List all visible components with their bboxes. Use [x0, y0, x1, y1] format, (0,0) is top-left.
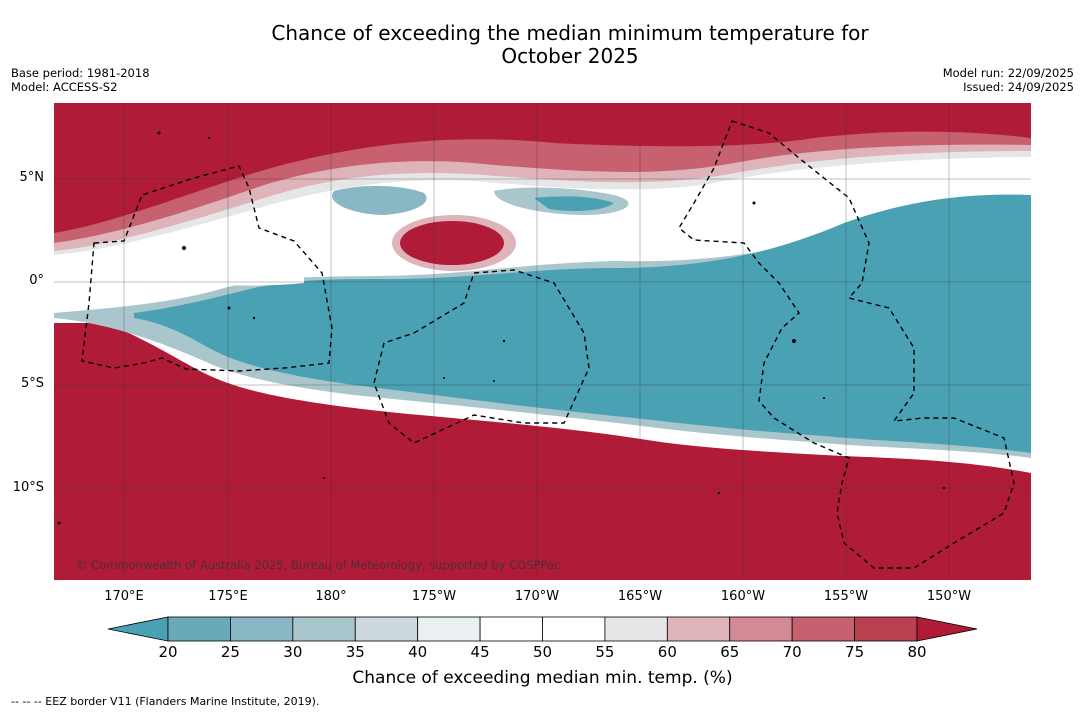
- islands: [57, 131, 945, 525]
- gridlines: [54, 103, 1031, 580]
- colorbar-segment: [542, 616, 606, 642]
- equator-white-west: [54, 258, 304, 286]
- colorbar-segment: [604, 616, 668, 642]
- lon-label-175e: 175°E: [208, 589, 248, 604]
- map-title: Chance of exceeding the median minimum t…: [0, 22, 1085, 68]
- colorbar-extend-high: [916, 616, 978, 642]
- colorbar-segment: [167, 616, 231, 642]
- colorbar-segment: [230, 616, 294, 642]
- colorbar-tick-label: 80: [907, 643, 927, 661]
- colorbar-tick-label: 40: [408, 643, 428, 661]
- colorbar-tick-label: 65: [720, 643, 740, 661]
- colorbar-segment: [354, 616, 419, 642]
- lon-label-180: 180°: [315, 589, 347, 604]
- colorbar-segment: [854, 616, 918, 642]
- blue-patch-north-3: [534, 196, 614, 211]
- issued-date: Issued: 24/09/2025: [963, 80, 1074, 94]
- meta-left: Base period: 1981-2018 Model: ACCESS-S2: [11, 66, 150, 94]
- colorbar-segment: [791, 616, 855, 642]
- lon-label-155w: 155°W: [823, 589, 869, 604]
- colorbar-tick-label: 75: [845, 643, 865, 661]
- colorbar-extend-low: [107, 616, 169, 642]
- eez-borders: [81, 120, 1015, 569]
- model-run: Model run: 22/09/2025: [942, 66, 1074, 80]
- lat-label-5n: 5°N: [19, 170, 45, 185]
- colorbar-segments: [107, 616, 978, 642]
- lon-label-160w: 160°W: [720, 589, 766, 604]
- blue-patch-north-1: [332, 185, 427, 215]
- forecast-map[interactable]: © Commonwealth of Australia 2025, Bureau…: [54, 103, 1031, 580]
- lat-label-10s: 10°S: [12, 480, 44, 495]
- lat-label-0: 0°: [29, 273, 44, 288]
- colorbar-segment: [479, 616, 543, 642]
- colorbar-tick-label: 20: [158, 643, 178, 661]
- model-name: Model: ACCESS-S2: [11, 80, 118, 94]
- lon-label-170w: 170°W: [514, 589, 560, 604]
- colorbar-tick-label: 45: [470, 643, 490, 661]
- map-title-line2: October 2025: [501, 44, 639, 68]
- red-bulge: [400, 221, 504, 265]
- lon-label-170e: 170°E: [104, 589, 144, 604]
- colorbar-tick-label: 35: [345, 643, 365, 661]
- meta-right: Model run: 22/09/2025 Issued: 24/09/2025: [943, 66, 1074, 94]
- blue-region: [134, 194, 1031, 453]
- colorbar-tick-label: 55: [595, 643, 615, 661]
- colorbar-label: Chance of exceeding median min. temp. (%…: [352, 668, 733, 688]
- colorbar-tick-label: 30: [283, 643, 303, 661]
- map-canvas: [54, 103, 1031, 580]
- colorbar-tick-label: 50: [532, 643, 553, 661]
- colorbar-tick-label: 60: [657, 643, 677, 661]
- map-title-line1: Chance of exceeding the median minimum t…: [271, 21, 869, 45]
- lon-label-165w: 165°W: [617, 589, 663, 604]
- colorbar-segment: [292, 616, 356, 642]
- lon-label-150w: 150°W: [926, 589, 972, 604]
- copyright-notice: © Commonwealth of Australia 2025, Bureau…: [76, 558, 561, 572]
- eez-legend-footer: -- -- -- EEZ border V11 (Flanders Marine…: [11, 695, 320, 708]
- colorbar-segment: [666, 616, 731, 642]
- colorbar-tick-label: 25: [220, 643, 240, 661]
- base-period: Base period: 1981-2018: [11, 66, 150, 80]
- lon-label-175w: 175°W: [411, 589, 457, 604]
- lat-label-5s: 5°S: [20, 376, 44, 391]
- colorbar-segment: [417, 616, 481, 642]
- colorbar-tick-label: 70: [782, 643, 802, 661]
- colorbar-segment: [729, 616, 793, 642]
